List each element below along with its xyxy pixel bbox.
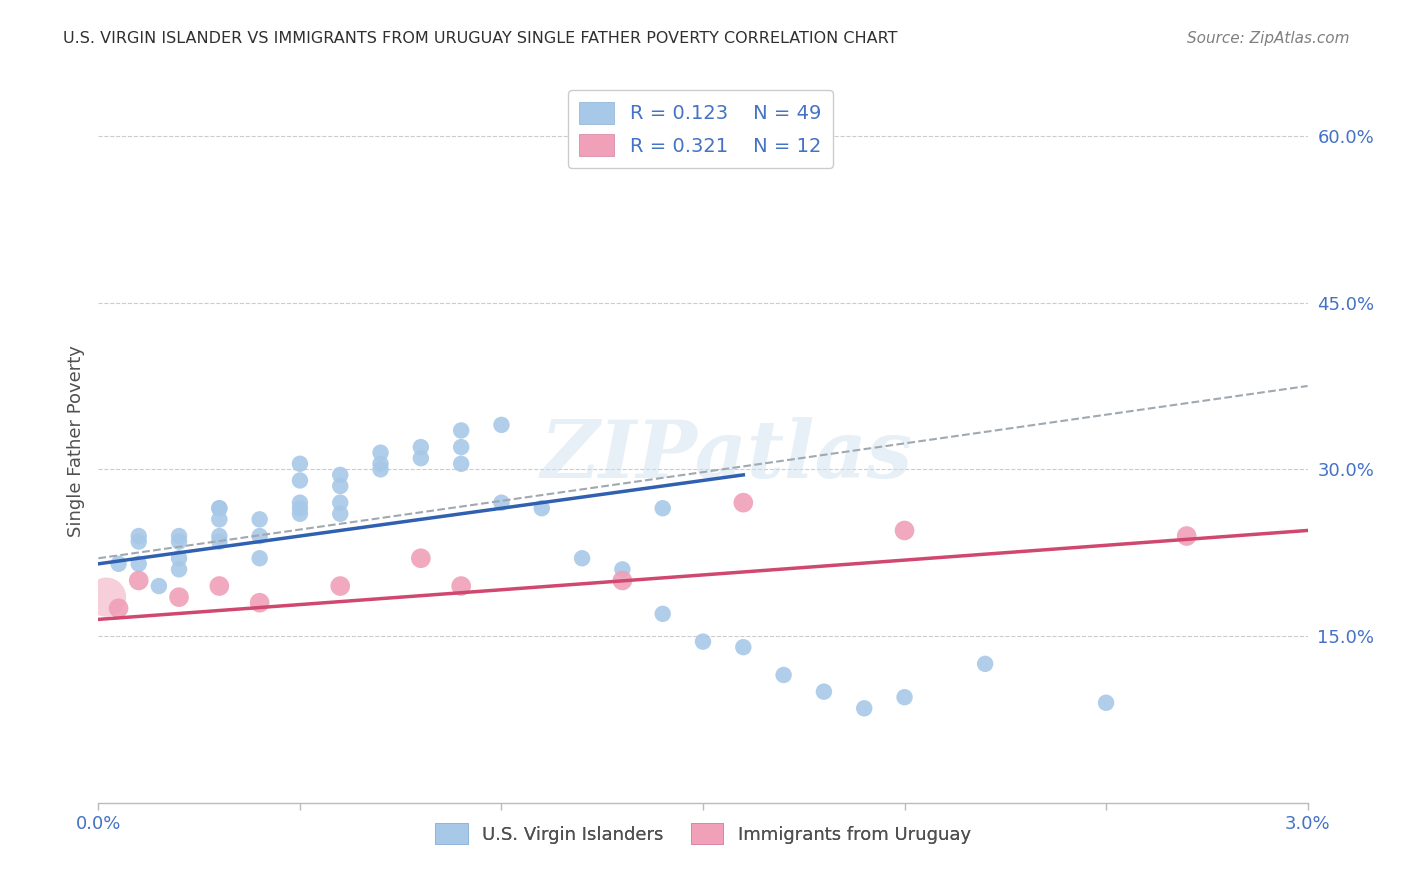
Point (288, 496, 311, 510)
Point (692, 634, 714, 648)
Point (893, 690, 915, 705)
Point (329, 496, 352, 510)
Point (530, 501, 553, 516)
Point (249, 529, 271, 543)
Point (491, 417, 513, 432)
Point (208, 512, 231, 526)
Point (733, 496, 755, 510)
Point (208, 529, 231, 543)
Point (249, 596, 271, 610)
Point (128, 574, 150, 588)
Point (571, 551, 593, 566)
Point (329, 479, 352, 493)
Point (853, 701, 876, 715)
Point (288, 457, 311, 471)
Point (772, 668, 794, 682)
Text: ZIPatlas: ZIPatlas (541, 417, 914, 495)
Point (612, 574, 634, 588)
Point (167, 529, 190, 543)
Point (450, 440, 472, 454)
Point (733, 640, 755, 655)
Point (329, 579, 352, 593)
Point (329, 467, 352, 482)
Point (370, 445, 392, 459)
Point (208, 501, 231, 516)
Point (167, 562, 190, 576)
Point (651, 501, 673, 516)
Point (107, 601, 129, 615)
Point (651, 607, 673, 621)
Point (893, 524, 915, 538)
Point (974, 657, 997, 671)
Legend: U.S. Virgin Islanders, Immigrants from Uruguay: U.S. Virgin Islanders, Immigrants from U… (427, 816, 979, 852)
Point (288, 474, 311, 488)
Point (370, 462, 392, 476)
Y-axis label: Single Father Poverty: Single Father Poverty (66, 345, 84, 538)
Point (148, 579, 170, 593)
Point (128, 557, 150, 571)
Point (288, 507, 311, 521)
Point (96, 590, 118, 604)
Point (249, 551, 271, 566)
Point (409, 551, 432, 566)
Point (813, 684, 835, 698)
Point (370, 457, 392, 471)
Point (107, 557, 129, 571)
Point (450, 424, 472, 438)
Point (208, 534, 231, 549)
Point (128, 529, 150, 543)
Point (1175, 529, 1198, 543)
Point (208, 501, 231, 516)
Point (167, 590, 190, 604)
Point (128, 534, 150, 549)
Point (249, 512, 271, 526)
Point (167, 551, 190, 566)
Text: U.S. VIRGIN ISLANDER VS IMMIGRANTS FROM URUGUAY SINGLE FATHER POVERTY CORRELATIO: U.S. VIRGIN ISLANDER VS IMMIGRANTS FROM … (63, 31, 898, 46)
Point (409, 440, 432, 454)
Point (450, 579, 472, 593)
Point (491, 496, 513, 510)
Point (1095, 696, 1118, 710)
Text: Source: ZipAtlas.com: Source: ZipAtlas.com (1187, 31, 1350, 46)
Point (167, 534, 190, 549)
Point (208, 579, 231, 593)
Point (612, 562, 634, 576)
Point (288, 501, 311, 516)
Point (329, 507, 352, 521)
Point (409, 451, 432, 466)
Point (450, 457, 472, 471)
